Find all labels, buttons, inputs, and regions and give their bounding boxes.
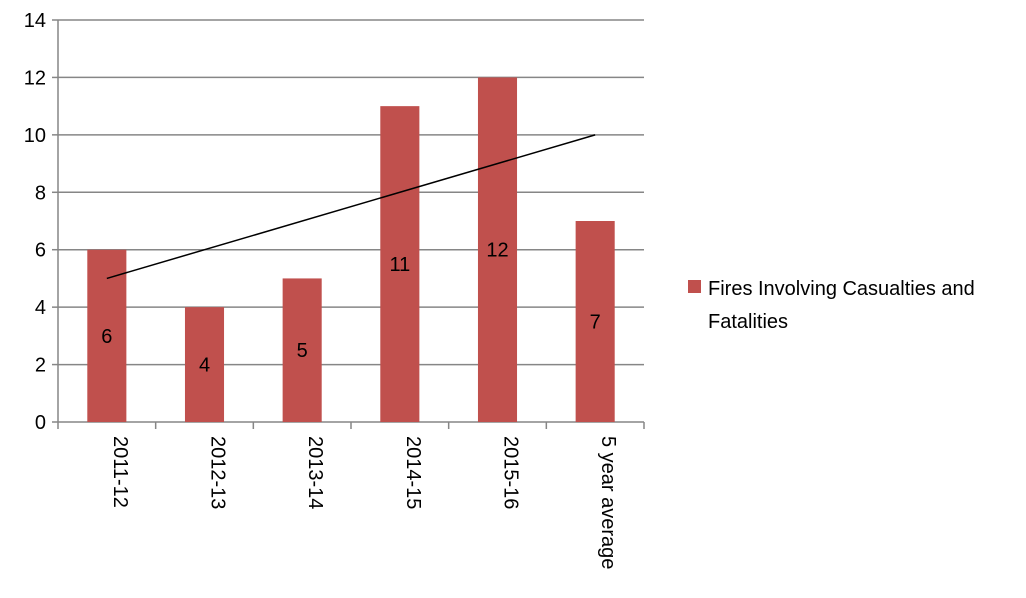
x-tick-label: 2014-15: [402, 436, 424, 509]
x-tick-label: 5 year average: [597, 436, 619, 569]
x-tick-label: 2011-12: [109, 436, 131, 508]
gridlines: [58, 19, 644, 366]
data-label: 6: [101, 326, 112, 348]
bar-series: [87, 77, 615, 423]
data-label: 11: [389, 254, 410, 276]
bar: [575, 221, 615, 422]
data-label: 7: [590, 312, 601, 334]
trendline: [106, 134, 596, 280]
y-tick-label: 14: [24, 10, 46, 32]
legend-swatch: [688, 280, 701, 293]
y-tick-label: 10: [24, 125, 46, 147]
bar: [184, 307, 225, 422]
data-label: 12: [486, 240, 508, 262]
x-tick-label: 2013-14: [304, 436, 326, 509]
x-axis-tick-labels: 2011-12 2012-13 2013-14 2014-15 2015-16 5 yea…: [109, 436, 619, 569]
y-tick-label: 2: [35, 355, 46, 377]
trendline-layer: [106, 134, 596, 280]
y-tick-label: 4: [35, 297, 46, 319]
legend-label-line-2: Fatalities: [708, 311, 788, 333]
bar: [380, 106, 420, 423]
legend-label-line-1: Fires Involving Casualties and: [708, 278, 975, 300]
legend: Fires Involving Casualties and Fatalitie…: [688, 278, 975, 333]
axes: [52, 19, 645, 429]
data-label: 5: [297, 340, 308, 362]
y-tick-label: 0: [35, 412, 46, 434]
y-axis-tick-labels: 0 2 4 6 8 10 12 14: [24, 10, 46, 434]
y-tick-label: 8: [35, 182, 46, 204]
x-tick-label: 2015-16: [500, 436, 522, 509]
y-tick-label: 12: [24, 67, 46, 89]
bar: [282, 278, 322, 422]
data-labels: 6 4 5 11 12 7: [101, 240, 600, 377]
bar: [477, 77, 518, 422]
data-label: 4: [199, 355, 210, 377]
x-tick-label: 2012-13: [207, 436, 229, 509]
y-tick-label: 6: [35, 240, 46, 262]
